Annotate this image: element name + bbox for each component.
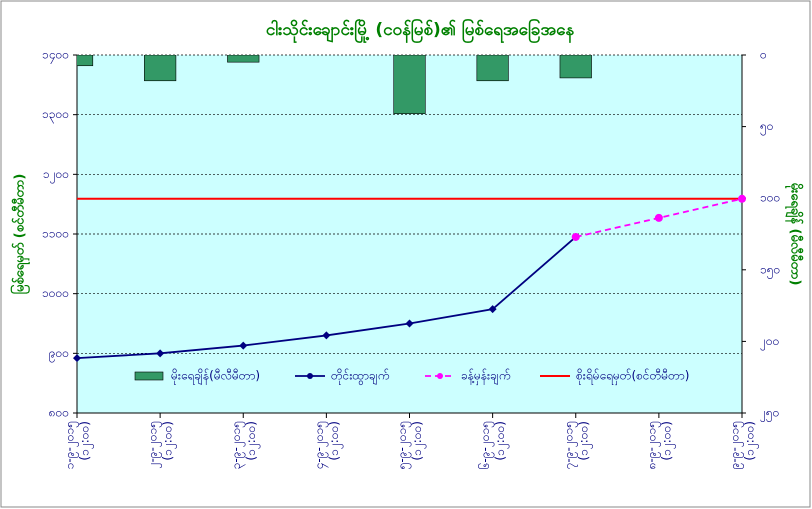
legend-label: စိုးရိမ်ရေမှတ်(စင်တီမီတာ) xyxy=(576,368,689,386)
y-tick-label: ၁၂၀၀ xyxy=(43,167,69,184)
bar xyxy=(77,55,94,67)
y-tick-label: ၁၁၀၀ xyxy=(42,227,69,241)
y-tick-label: ၁၀၀၀ xyxy=(42,286,69,300)
y2-tick-label: ၅၀ xyxy=(760,119,774,136)
point xyxy=(73,354,81,363)
y2-tick-label: ၁၀၀ xyxy=(760,191,780,205)
legend-label: မိုးရေချိန်(မီလီမီတာ) xyxy=(171,368,260,386)
x-tick-label: ၃-၉-၂၀၁၅ xyxy=(229,421,246,469)
x-tick-label: (၁၂:၀၀) xyxy=(493,421,510,461)
x-tick-label: (၁၂:၀၀) xyxy=(327,421,344,461)
x-tick-label: ၁-၉-၂၀၁၅ xyxy=(63,421,80,469)
point xyxy=(738,194,746,203)
x-tick-label: ၉-၉-၂၀၁၅ xyxy=(728,421,745,469)
legend-label: ခန့်မှန်းချက် xyxy=(461,368,510,386)
y-tick-label: ၉၀၀ xyxy=(49,346,69,363)
point xyxy=(571,232,580,241)
y2-tick-label: ၂၀၀ xyxy=(760,334,779,351)
legend-marker xyxy=(437,373,443,379)
x-tick-label: ၂-၉-၂၀၁၅ xyxy=(146,421,163,468)
x-tick-label: ၆-၉-၂၀၁၅ xyxy=(477,421,495,469)
x-tick-label: ၅-၉-၂၀၁၅ xyxy=(395,421,412,469)
x-tick-label: (၁၂:၀၀) xyxy=(659,421,676,461)
x-tick-label: ၇-၉-၂၀၁၅ xyxy=(561,421,578,469)
y2-tick-label: ၀ xyxy=(760,48,767,62)
bar xyxy=(144,55,177,82)
x-tick-label: ၄-၉-၂၀၁၅ xyxy=(312,421,329,469)
x-tick-label: ၈-၉-၂၀၁၅ xyxy=(644,421,661,469)
bar xyxy=(227,55,260,63)
legend-label: တိုင်းထွာချက် xyxy=(331,368,389,386)
y2-tick-label: ၁၅၀ xyxy=(760,262,780,279)
x-tick-label: (၁၂:၀၀) xyxy=(743,421,760,461)
y-tick-label: ၁၃၀၀ xyxy=(42,107,69,124)
y-axis-label: မြစ်ရေမှတ် (စင်တီမီတာ) xyxy=(10,174,31,295)
point xyxy=(239,341,248,350)
chart-title: ငါးသိုင်းချောင်းမြို့ (ငဝန်မြစ်)၏ မြစ်ရေ… xyxy=(266,17,575,44)
point xyxy=(405,319,414,328)
x-tick-label: (၁၂:၀၀) xyxy=(576,421,593,461)
legend-swatch xyxy=(134,371,164,381)
bar xyxy=(476,55,509,82)
point xyxy=(654,213,663,222)
point xyxy=(156,349,165,358)
x-tick-label: (၁၂:၀၀) xyxy=(161,421,178,461)
legend-marker xyxy=(307,373,313,379)
bar xyxy=(393,55,426,115)
point xyxy=(322,331,331,340)
x-tick-label: (၁၂:၀၀) xyxy=(410,421,427,461)
point xyxy=(488,305,497,314)
x-tick-label: (၁၂:၀၀) xyxy=(244,421,261,461)
y-tick-label: ၈၀၀ xyxy=(49,406,69,420)
y-tick-label: ၁၄၀၀ xyxy=(42,48,69,65)
x-tick-label: (၁၂:၀၀) xyxy=(78,421,95,461)
bar xyxy=(559,55,592,79)
y2-axis-label: မိုးရေချိန် (မီလီမီတာ) xyxy=(785,183,805,286)
y2-tick-label: ၂၅၀ xyxy=(760,406,779,423)
